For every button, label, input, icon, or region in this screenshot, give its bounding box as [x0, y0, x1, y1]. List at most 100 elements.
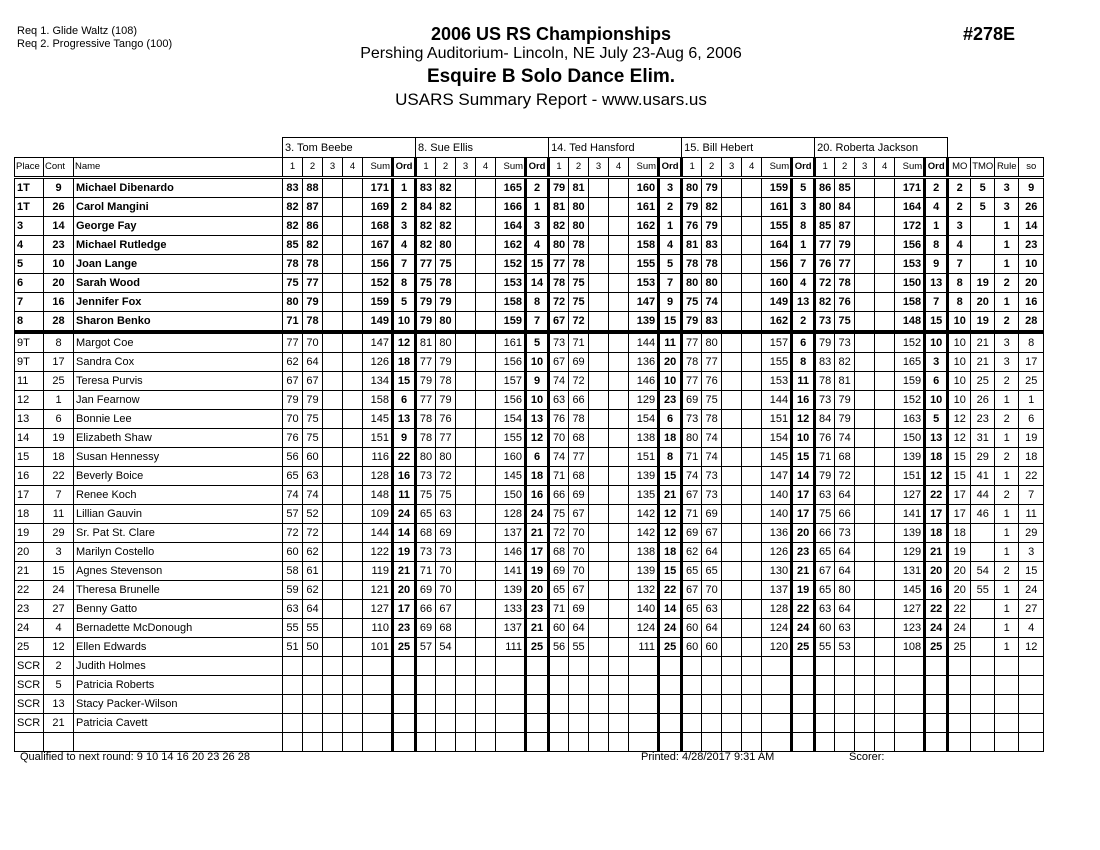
score-4-cell: [741, 599, 763, 619]
score-4-cell: [741, 390, 763, 410]
mo-cell: 22: [947, 599, 972, 619]
score-1-cell: 76: [814, 254, 836, 274]
cont-cell: 19: [43, 428, 74, 448]
score-2-cell: 83: [701, 235, 723, 255]
header-judge-col: Sum: [628, 157, 660, 179]
score-3-cell: [322, 292, 343, 312]
score-3-cell: [322, 713, 343, 733]
sum-cell: 159: [495, 311, 527, 334]
score-2-cell: 69: [568, 352, 590, 372]
so-cell: 11: [1018, 504, 1045, 524]
score-4-cell: [874, 732, 896, 752]
score-3-cell: [455, 713, 477, 733]
score-3-cell: [588, 428, 610, 448]
score-3-cell: [322, 197, 343, 217]
score-1-cell: 84: [415, 197, 437, 217]
ord-cell: 25: [923, 637, 950, 657]
place-cell: 7: [14, 292, 44, 312]
score-2-cell: 62: [302, 580, 323, 600]
sum-cell: 147: [761, 466, 793, 486]
score-2-cell: [435, 675, 457, 695]
ord-cell: [790, 694, 817, 714]
sum-cell: 155: [761, 216, 793, 236]
score-4-cell: [608, 523, 630, 543]
place-cell: 22: [14, 580, 44, 600]
score-4-cell: [874, 273, 896, 293]
place-cell: 18: [14, 504, 44, 524]
score-4-cell: [475, 331, 497, 353]
score-3-cell: [854, 485, 876, 505]
sum-cell: 172: [894, 216, 926, 236]
mo-cell: 20: [947, 561, 972, 581]
rule-cell: 3: [994, 177, 1020, 198]
ord-cell: 18: [923, 523, 950, 543]
cont-cell: 9: [43, 177, 74, 198]
ord-cell: 1: [657, 216, 684, 236]
table-row: 18 11 Lillian Gauvin 57 52 109 24 65 63 128 24 75 67…: [14, 504, 1045, 524]
score-4-cell: [608, 580, 630, 600]
score-1-cell: 82: [415, 216, 437, 236]
score-3-cell: [854, 331, 876, 353]
so-cell: [1018, 732, 1045, 752]
ord-cell: 9: [524, 371, 551, 391]
sum-cell: 157: [495, 371, 527, 391]
so-cell: 8: [1018, 331, 1045, 353]
score-4-cell: [475, 732, 497, 752]
ord-cell: 12: [657, 523, 684, 543]
table-row: 23 27 Benny Gatto 63 64 127 17 66 67 133 23 71 69 140…: [14, 599, 1045, 619]
score-3-cell: [854, 292, 876, 312]
table-row: 8 28 Sharon Benko 71 78 149 10 79 80 159 7 67 72 139 1…: [14, 311, 1045, 334]
header-judge-col: 3: [322, 157, 343, 179]
score-2-cell: 68: [435, 618, 457, 638]
venue-dates: Pershing Auditorium- Lincoln, NE July 23…: [360, 45, 742, 62]
name-cell: Beverly Boice: [73, 466, 283, 486]
score-4-cell: [475, 390, 497, 410]
score-2-cell: 79: [302, 390, 323, 410]
score-1-cell: 57: [415, 637, 437, 657]
rule-cell: [994, 656, 1020, 676]
sum-cell: 150: [894, 273, 926, 293]
ord-cell: 10: [390, 311, 418, 334]
score-1-cell: 82: [282, 216, 303, 236]
score-4-cell: [475, 428, 497, 448]
score-3-cell: [322, 447, 343, 467]
tmo-cell: 55: [970, 580, 996, 600]
score-2-cell: 76: [701, 371, 723, 391]
score-2-cell: 85: [834, 177, 856, 198]
ord-cell: 17: [790, 485, 817, 505]
sum-cell: 145: [495, 466, 527, 486]
score-1-cell: 67: [814, 561, 836, 581]
score-1-cell: 68: [548, 542, 570, 562]
judge-name: 14. Ted Hansford: [548, 137, 683, 158]
cont-cell: 5: [43, 675, 74, 695]
rule-cell: 3: [994, 197, 1020, 217]
cont-cell: 14: [43, 216, 74, 236]
score-4-cell: [608, 542, 630, 562]
ord-cell: 15: [923, 311, 950, 334]
score-4-cell: [608, 599, 630, 619]
score-3-cell: [588, 254, 610, 274]
score-4-cell: [608, 390, 630, 410]
sum-cell: 124: [628, 618, 660, 638]
cont-cell: 10: [43, 254, 74, 274]
tmo-cell: 31: [970, 428, 996, 448]
score-3-cell: [854, 561, 876, 581]
score-2-cell: 78: [568, 235, 590, 255]
ord-cell: 23: [790, 542, 817, 562]
ord-cell: 24: [657, 618, 684, 638]
score-2-cell: 68: [834, 447, 856, 467]
score-2-cell: 70: [568, 542, 590, 562]
sum-cell: 165: [894, 352, 926, 372]
score-1-cell: 75: [548, 504, 570, 524]
sum-cell: 136: [628, 352, 660, 372]
sum-cell: 162: [495, 235, 527, 255]
sum-cell: 127: [894, 485, 926, 505]
score-4-cell: [342, 694, 363, 714]
ord-cell: 13: [790, 292, 817, 312]
mo-cell: 17: [947, 504, 972, 524]
score-2-cell: 73: [435, 542, 457, 562]
cont-cell: [43, 732, 74, 752]
score-2-cell: 80: [568, 216, 590, 236]
score-2-cell: 78: [701, 254, 723, 274]
score-1-cell: 71: [548, 599, 570, 619]
